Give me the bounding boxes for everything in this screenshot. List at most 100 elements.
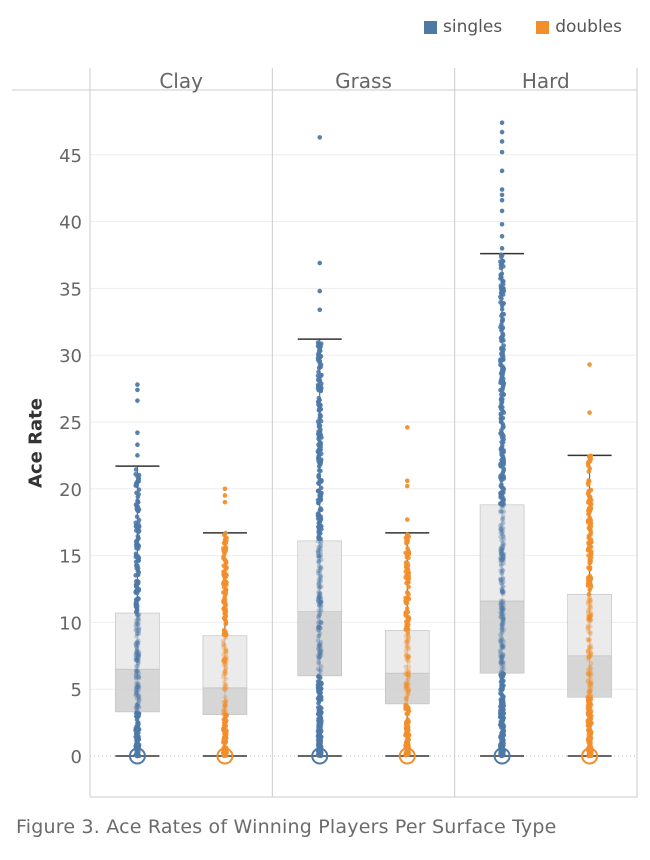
doubles-clay-point — [223, 659, 229, 664]
doubles-grass-box-lower — [384, 672, 430, 705]
singles-clay-point — [134, 692, 140, 698]
singles-hard-point — [501, 537, 507, 542]
singles-clay-point — [134, 654, 140, 660]
singles-hard-point — [500, 652, 506, 657]
singles-hard-point — [498, 552, 504, 557]
doubles-hard-point — [587, 587, 593, 593]
singles-hard-point — [500, 620, 505, 626]
singles-hard-point — [498, 357, 504, 363]
singles-grass-point — [316, 597, 321, 602]
singles-hard-point — [499, 313, 504, 319]
singles-hard-point — [501, 659, 506, 665]
singles-hard-point — [501, 606, 507, 612]
doubles-grass-point — [403, 564, 409, 570]
doubles-clay-point — [221, 658, 227, 663]
doubles-clay-point — [223, 698, 229, 704]
doubles-hard-point — [587, 693, 592, 699]
singles-grass-point — [315, 599, 321, 605]
doubles-clay-point — [224, 657, 229, 662]
singles-clay-zero-marker — [128, 747, 146, 765]
doubles-hard-point — [585, 581, 591, 587]
doubles-hard-point — [588, 688, 594, 693]
singles-hard-point — [501, 346, 506, 352]
doubles-grass-point — [404, 682, 409, 688]
doubles-hard-point — [586, 614, 592, 619]
singles-hard-point — [500, 607, 505, 612]
singles-clay-point — [133, 675, 139, 680]
legend-item-singles[interactable]: singles — [424, 17, 502, 37]
singles-hard-point — [498, 530, 504, 535]
singles-hard-point — [499, 546, 505, 552]
singles-clay-point — [133, 604, 139, 610]
singles-hard-point — [499, 379, 505, 384]
singles-grass-point — [316, 553, 321, 559]
doubles-clay-point — [221, 686, 227, 692]
doubles-grass-point — [405, 537, 410, 543]
singles-hard-point — [500, 622, 506, 628]
doubles-grass-point — [406, 688, 411, 694]
singles-clay-point — [136, 472, 142, 478]
singles-grass-point — [318, 599, 324, 605]
singles-hard-point — [499, 637, 505, 643]
singles-hard-outlier — [499, 221, 505, 227]
doubles-clay-point — [223, 647, 229, 653]
doubles-hard-point — [586, 644, 592, 649]
singles-clay-point — [135, 494, 141, 500]
singles-clay-point — [136, 625, 142, 631]
doubles-clay-point — [221, 642, 226, 648]
doubles-clay-point — [223, 683, 228, 689]
singles-hard-point — [499, 318, 505, 324]
doubles-clay-point — [223, 662, 229, 667]
doubles-grass-point — [403, 664, 409, 670]
singles-hard-point — [500, 533, 506, 538]
doubles-clay-point — [223, 676, 229, 681]
singles-hard-point — [498, 508, 503, 514]
singles-grass-point — [317, 423, 323, 429]
doubles-clay-point — [224, 654, 229, 660]
singles-grass-point — [317, 686, 322, 692]
singles-hard-point — [499, 399, 505, 405]
doubles-grass-point — [404, 626, 410, 632]
singles-hard-point — [500, 551, 505, 557]
singles-hard-point — [499, 558, 505, 563]
singles-hard-point — [500, 608, 505, 614]
doubles-hard-point — [588, 617, 593, 622]
legend-item-doubles[interactable]: doubles — [536, 17, 622, 37]
singles-grass-point — [317, 545, 323, 550]
doubles-clay-outlier — [222, 493, 228, 498]
doubles-grass-point — [403, 653, 409, 658]
singles-clay-point — [136, 628, 141, 634]
singles-hard-point — [500, 461, 505, 467]
singles-clay-point — [134, 633, 139, 639]
singles-hard-point — [499, 547, 505, 553]
singles-hard-point — [500, 366, 505, 372]
doubles-hard-point — [586, 681, 592, 687]
doubles-hard-point — [586, 607, 592, 612]
singles-clay-point — [134, 514, 140, 520]
singles-clay-point — [133, 688, 139, 694]
singles-hard-point — [501, 557, 506, 563]
singles-hard-point — [500, 553, 506, 558]
doubles-hard-point — [588, 681, 594, 687]
doubles-hard-point — [586, 540, 592, 546]
singles-clay-point — [134, 696, 140, 701]
doubles-clay-zero-marker — [216, 747, 234, 765]
doubles-grass-point — [403, 671, 408, 676]
singles-hard-point — [498, 713, 504, 719]
doubles-hard-point — [588, 688, 593, 694]
doubles-clay-point — [222, 668, 228, 674]
singles-clay-point — [135, 631, 140, 637]
doubles-clay-point — [223, 666, 229, 671]
singles-hard-point — [499, 571, 505, 577]
singles-clay-point — [133, 641, 139, 647]
singles-hard-point — [500, 415, 506, 421]
doubles-hard-point — [587, 598, 593, 604]
doubles-grass-point — [403, 752, 409, 758]
singles-grass-point — [318, 646, 324, 651]
singles-hard-zero-marker — [493, 747, 511, 765]
doubles-clay-point — [221, 572, 226, 577]
singles-hard-point — [501, 602, 506, 608]
singles-grass-point — [316, 624, 322, 630]
doubles-hard-point — [588, 549, 594, 554]
doubles-hard-point — [587, 613, 593, 619]
